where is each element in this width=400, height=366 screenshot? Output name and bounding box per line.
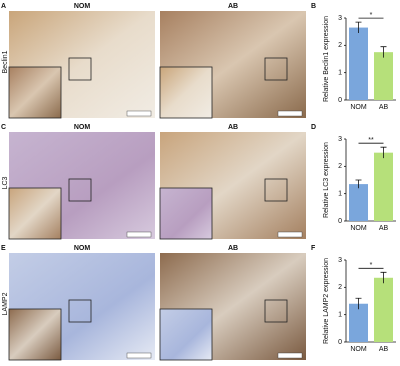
- y-tick-label: 3: [338, 15, 342, 22]
- x-tick-label: AB: [379, 346, 389, 353]
- y-tick-label: 3: [338, 257, 342, 264]
- y-tick-label: 0: [338, 97, 342, 104]
- y-axis-label: Relative Beclin1 expression: [323, 16, 330, 102]
- bar: [374, 277, 393, 342]
- zoom-box: [264, 299, 288, 323]
- significance: **: [368, 137, 374, 144]
- x-tick-label: NOM: [350, 225, 367, 232]
- error-bar: [380, 271, 387, 284]
- y-axis-label: Relative LC3 expression: [323, 142, 330, 218]
- bar: [349, 184, 368, 221]
- panel-letter: B: [311, 3, 316, 10]
- inset: [8, 66, 62, 119]
- scale-bar: [126, 110, 152, 117]
- x-tick-label: AB: [379, 225, 389, 232]
- y-tick-label: 2: [338, 42, 342, 49]
- bar: [374, 152, 393, 221]
- significance: *: [370, 12, 373, 19]
- inset: [8, 187, 62, 240]
- x-tick-label: NOM: [350, 346, 367, 353]
- image-label: AB: [228, 3, 238, 10]
- zoom-box: [68, 178, 92, 202]
- row-label: LC3: [2, 176, 9, 189]
- inset: [159, 66, 213, 119]
- zoom-box: [264, 178, 288, 202]
- scale-bar: [126, 231, 152, 238]
- y-tick-label: 1: [338, 191, 342, 198]
- panel-letter: F: [311, 245, 316, 252]
- significance: *: [370, 262, 373, 269]
- scale-bar: [277, 231, 303, 238]
- inset: [159, 187, 213, 240]
- image-label: AB: [228, 124, 238, 131]
- panel-letter: E: [1, 245, 6, 252]
- inset: [159, 308, 213, 361]
- y-tick-label: 1: [338, 70, 342, 77]
- y-tick-label: 3: [338, 136, 342, 143]
- bar: [349, 27, 368, 100]
- scale-bar: [277, 352, 303, 359]
- image-label: NOM: [74, 245, 91, 252]
- x-tick-label: AB: [379, 104, 389, 111]
- error-bar: [355, 179, 362, 189]
- panel-letter: C: [1, 124, 6, 131]
- row-label: LAMP2: [2, 292, 9, 315]
- panel-letter: D: [311, 124, 316, 131]
- y-axis-label: Relative LAMP2 expression: [323, 258, 330, 344]
- inset: [8, 308, 62, 361]
- zoom-box: [264, 57, 288, 81]
- scale-bar: [277, 110, 303, 117]
- image-label: NOM: [74, 3, 91, 10]
- zoom-box: [68, 299, 92, 323]
- x-tick-label: NOM: [350, 104, 367, 111]
- error-bar: [380, 46, 387, 58]
- panel-letter: A: [1, 3, 6, 10]
- image-label: NOM: [74, 124, 91, 131]
- bar: [374, 52, 393, 100]
- y-tick-label: 0: [338, 339, 342, 346]
- row-label: Beclin1: [2, 50, 9, 73]
- bar: [349, 303, 368, 342]
- scale-bar: [126, 352, 152, 359]
- y-tick-label: 1: [338, 312, 342, 319]
- error-bar: [380, 146, 387, 159]
- error-bar: [355, 21, 362, 34]
- y-tick-label: 2: [338, 163, 342, 170]
- y-tick-label: 2: [338, 284, 342, 291]
- image-label: AB: [228, 245, 238, 252]
- zoom-box: [68, 57, 92, 81]
- y-tick-label: 0: [338, 218, 342, 225]
- error-bar: [355, 297, 362, 310]
